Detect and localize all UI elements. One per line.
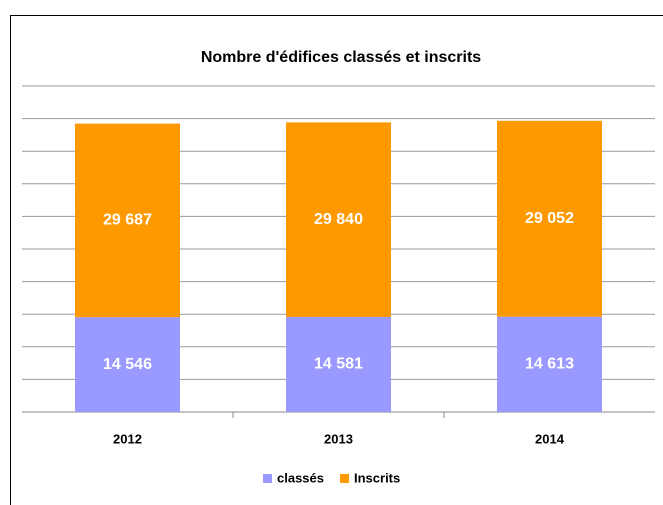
data-label: 29 687 [103, 212, 152, 229]
data-label: 14 581 [314, 356, 363, 373]
chart-title: Nombre d'édifices classés et inscrits [201, 49, 481, 66]
legend-label: classés [277, 470, 324, 485]
bar-segment [497, 120, 602, 317]
x-tick-label: 2012 [113, 431, 142, 446]
data-label: 29 840 [314, 211, 363, 228]
legend-swatch [263, 474, 272, 483]
bar-segment [497, 316, 602, 412]
data-label: 14 546 [103, 356, 152, 373]
bar-segment [75, 317, 180, 412]
legend-swatch [340, 474, 349, 483]
data-label: 29 052 [525, 210, 574, 227]
data-label: 14 613 [525, 356, 574, 373]
x-tick-label: 2013 [324, 431, 353, 446]
x-tick-label: 2014 [535, 431, 565, 446]
bar-segment [286, 316, 391, 412]
legend-label: Inscrits [354, 470, 400, 485]
bar-segment [286, 122, 391, 317]
bar-segment [75, 123, 180, 318]
